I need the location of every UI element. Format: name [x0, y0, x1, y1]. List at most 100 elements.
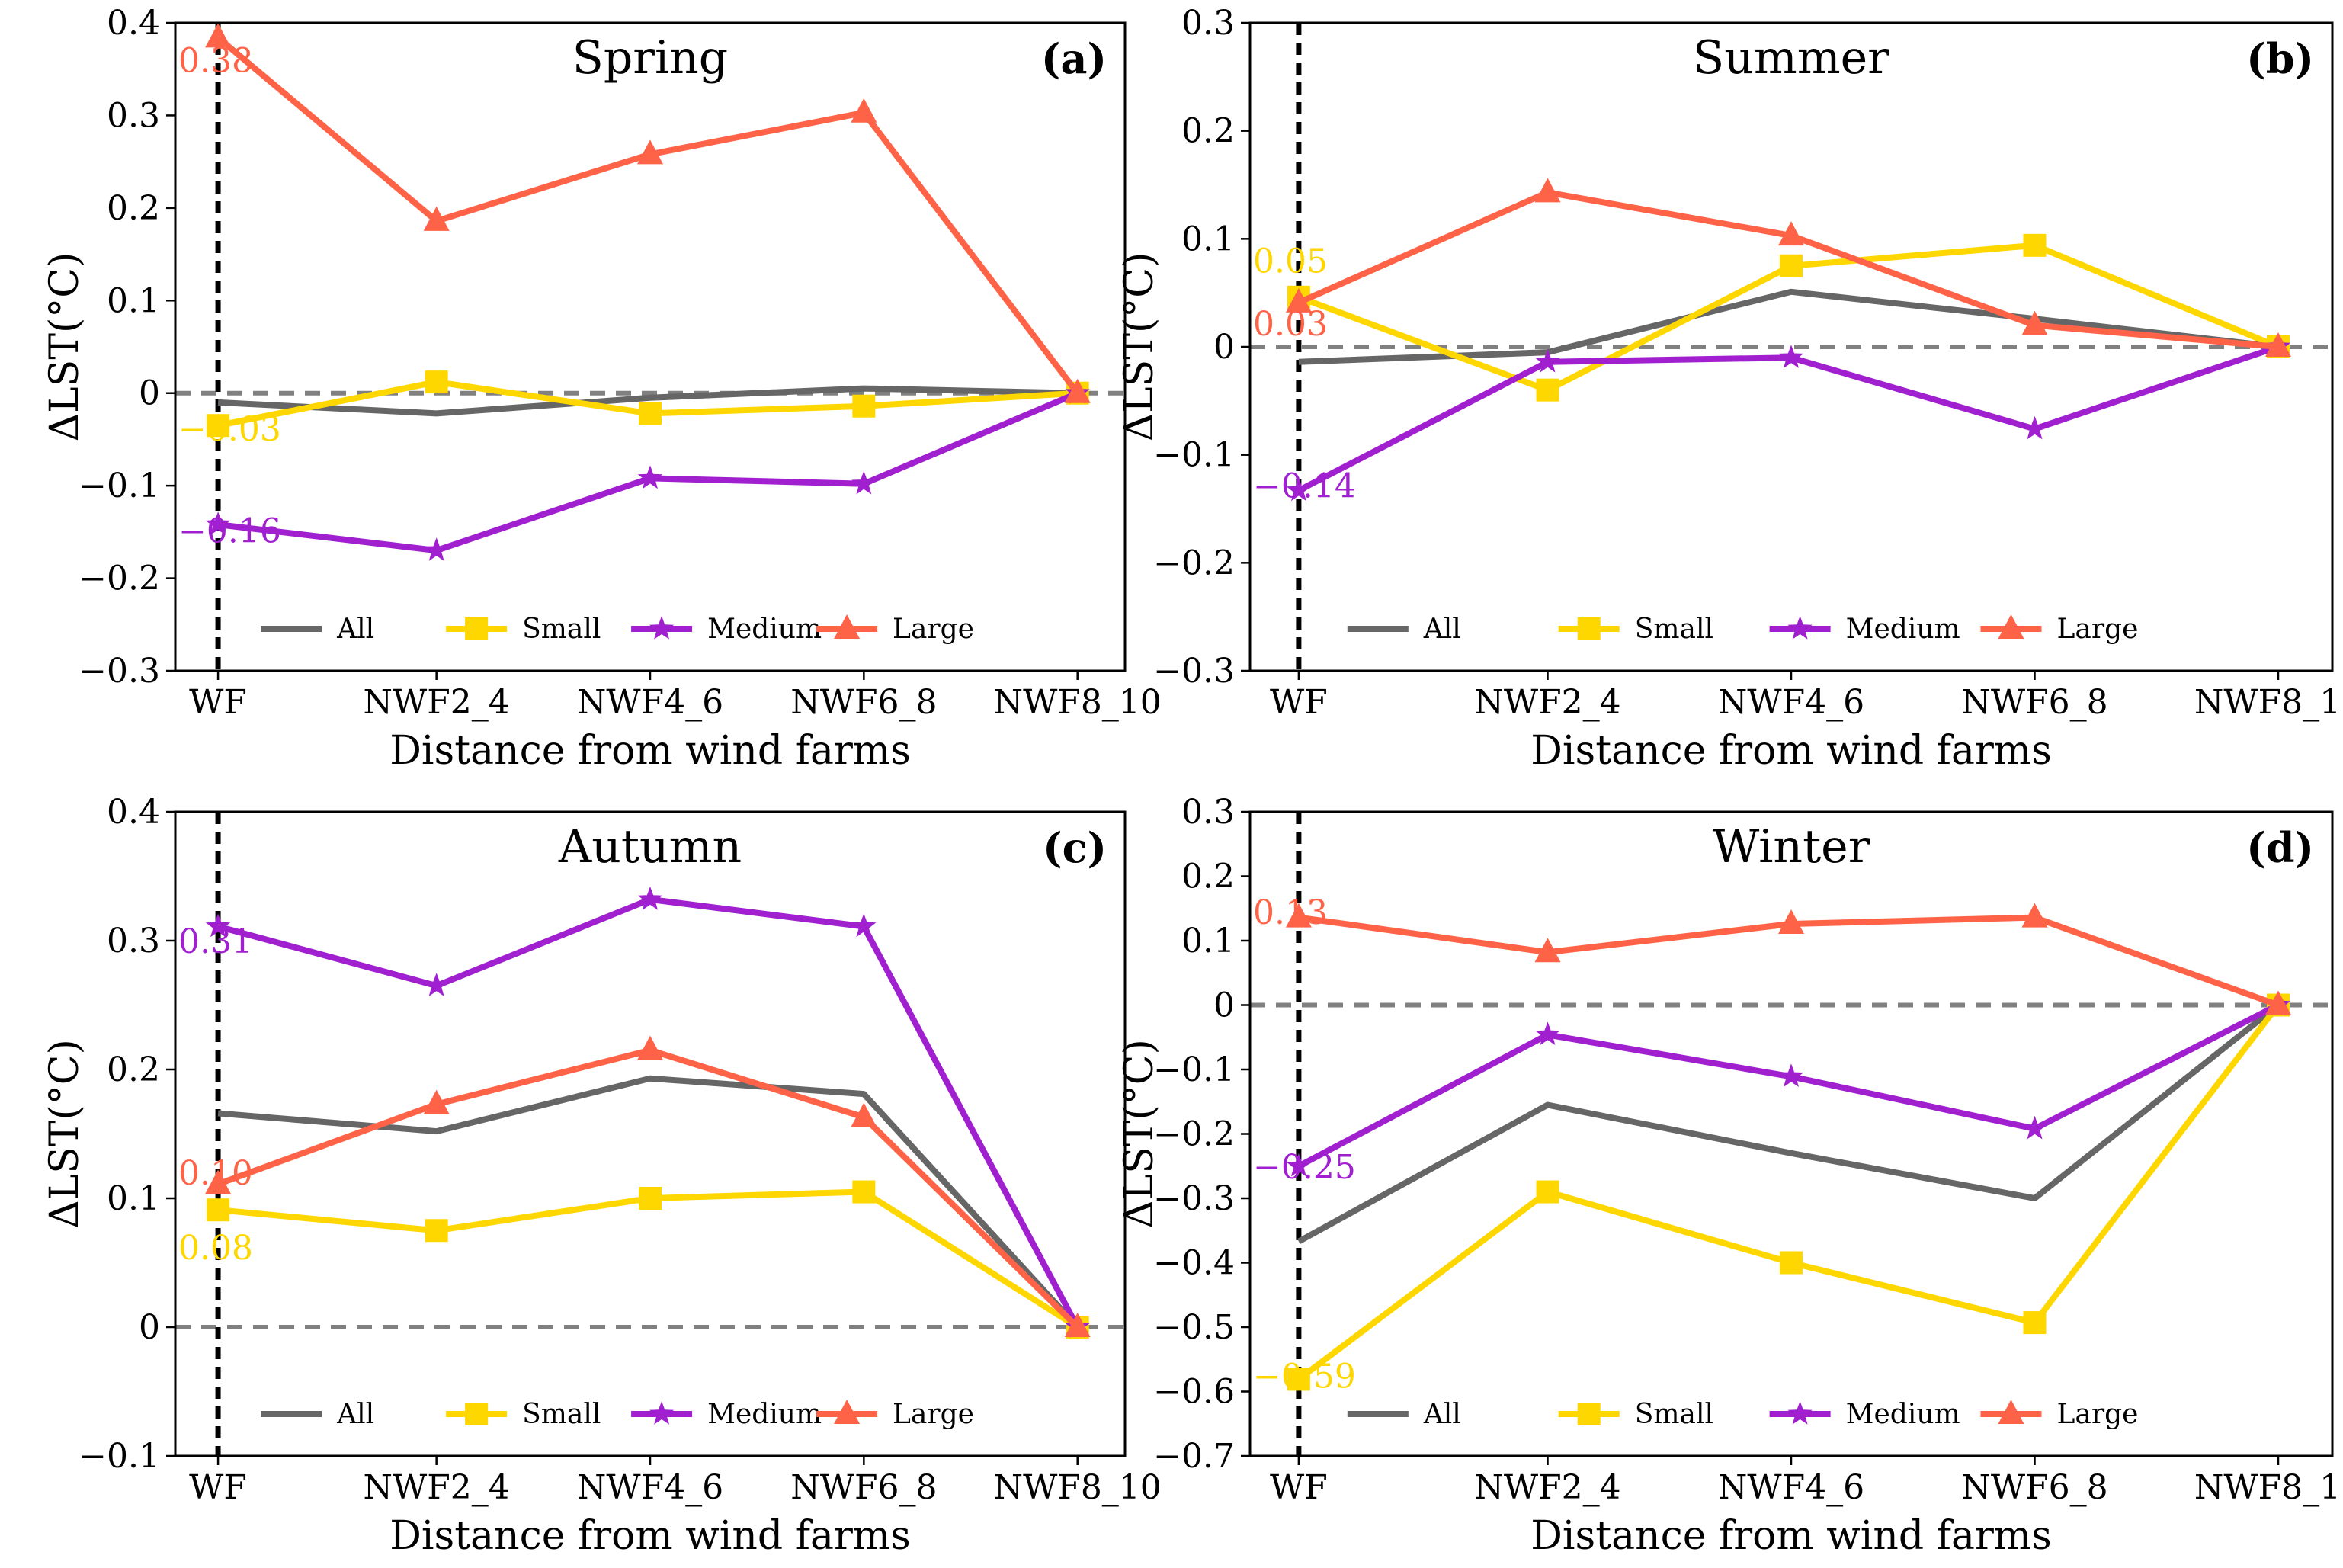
annotation-label: 0.13	[1253, 893, 1328, 932]
y-tick-label: 0.1	[107, 281, 160, 320]
x-tick-label: NWF2_4	[364, 683, 510, 722]
data-point-large	[2021, 310, 2048, 335]
annotation-label: −0.16	[178, 511, 281, 550]
plot-frame	[174, 810, 1127, 1457]
annotation-label: 0.08	[178, 1229, 253, 1268]
y-tick-label: 0.2	[107, 1050, 160, 1089]
data-point-large	[205, 23, 232, 48]
data-point-large	[637, 1035, 663, 1060]
data-point-medium	[205, 511, 231, 535]
x-tick-label: NWF4_6	[577, 683, 723, 722]
data-point-medium	[205, 913, 231, 938]
data-point-large	[2021, 903, 2048, 928]
series-line-small	[217, 1188, 1079, 1330]
data-point-medium	[1778, 1063, 1804, 1087]
y-tick-label: −0.3	[1153, 1179, 1235, 1218]
data-point-small	[1780, 254, 1803, 277]
x-axis-title: Distance from wind farms	[1530, 1513, 2052, 1559]
annotation-label: −0.03	[178, 410, 281, 449]
x-tick-label: NWF8_10	[994, 1468, 1162, 1507]
series-line-medium	[1297, 344, 2280, 493]
legend: All Small Medium Large	[1347, 1399, 2139, 1430]
y-tick-label: −0.1	[1153, 1050, 1235, 1089]
legend: All Small Medium Large	[261, 614, 974, 645]
data-point-large	[2265, 990, 2291, 1015]
data-point-medium	[1535, 348, 1560, 373]
legend-label-medium: Medium	[1846, 1399, 1960, 1430]
data-point-medium	[424, 537, 449, 561]
legend-marker-large	[1998, 614, 2024, 639]
y-tick-label: 0.3	[107, 96, 160, 135]
data-point-small	[207, 1198, 230, 1222]
legend-marker-large	[834, 1400, 861, 1424]
legend-marker-small	[465, 1403, 489, 1425]
panel-letter: (d)	[2246, 823, 2314, 872]
y-tick-label: −0.2	[79, 560, 160, 598]
y-tick-label: 0	[139, 1308, 160, 1347]
series-line-medium	[1297, 1002, 2280, 1169]
y-axis-title: ΔLST(°C)	[42, 252, 88, 442]
x-tick-label: NWF4_6	[577, 1468, 723, 1507]
legend-label-all: All	[1423, 1399, 1461, 1430]
legend-label-large: Large	[893, 614, 974, 645]
legend-label-all: All	[1423, 614, 1461, 645]
data-point-small	[852, 394, 876, 418]
panel-letter: (a)	[1041, 34, 1107, 83]
data-point-large	[1778, 221, 1804, 246]
plot-frame	[1248, 21, 2334, 672]
x-tick-label: WF	[1270, 1468, 1328, 1507]
data-point-small	[2023, 1311, 2047, 1335]
y-tick-label: 0.2	[1181, 112, 1235, 151]
data-point-large	[637, 139, 663, 165]
x-tick-label: NWF8_10	[2194, 1468, 2343, 1507]
series-line-all	[217, 385, 1078, 417]
legend: All Small Medium Large	[1347, 614, 2138, 645]
data-point-large	[2265, 332, 2291, 357]
annotation-label: −0.25	[1253, 1148, 1356, 1187]
legend-label-all: All	[336, 1399, 374, 1430]
plot-frame	[1248, 810, 2334, 1457]
x-tick-label: NWF2_4	[1474, 1468, 1620, 1507]
series-line-all	[1297, 1002, 2280, 1245]
data-point-medium	[2022, 415, 2047, 440]
series-line-all	[217, 1075, 1080, 1329]
data-point-medium	[1535, 1021, 1560, 1046]
y-tick-label: 0.1	[1181, 922, 1235, 960]
data-point-small	[425, 1219, 448, 1243]
y-axis-title: ΔLST(°C)	[1117, 1039, 1162, 1229]
y-axis-title: ΔLST(°C)	[1117, 252, 1162, 442]
x-axis-title: Distance from wind farms	[1530, 728, 2052, 774]
series-line-medium	[217, 896, 1081, 1329]
y-tick-label: 0.4	[107, 4, 160, 43]
x-tick-label: WF	[1270, 683, 1328, 722]
data-point-medium	[1286, 477, 1312, 502]
legend-label-large: Large	[893, 1399, 974, 1430]
y-tick-label: −0.2	[1153, 544, 1235, 582]
y-axis-title: ΔLST(°C)	[42, 1039, 88, 1229]
panel-letter: (c)	[1043, 823, 1107, 872]
legend-marker-medium	[1787, 616, 1813, 640]
legend-label-small: Small	[1635, 614, 1713, 645]
data-point-medium	[851, 913, 877, 938]
legend-label-small: Small	[522, 614, 601, 645]
x-tick-label: NWF2_4	[364, 1468, 510, 1507]
y-tick-label: 0.4	[107, 793, 160, 832]
x-tick-label: NWF6_8	[1961, 683, 2107, 722]
data-point-large	[423, 1089, 450, 1114]
legend-marker-medium	[649, 1401, 675, 1425]
legend-label-large: Large	[2057, 1399, 2139, 1430]
x-tick-label: NWF8_10	[994, 683, 1162, 722]
panel-title: Spring	[572, 31, 728, 85]
legend-marker-medium	[1787, 1401, 1813, 1425]
data-point-small	[1536, 378, 1559, 402]
annotation-label: −0.59	[1253, 1357, 1356, 1396]
data-point-small	[425, 370, 448, 394]
y-tick-label: −0.1	[1153, 436, 1235, 475]
panel-summer: −0.3 −0.2 −0.1 0 0.1 0.2 0.3 WF NWF2_4 NWF4_6 NWF6…	[1117, 4, 2343, 774]
legend-marker-large	[834, 614, 861, 639]
y-tick-label: 0.3	[1181, 793, 1235, 832]
annotation-label: −0.14	[1253, 467, 1356, 505]
y-tick-label: −0.5	[1153, 1308, 1235, 1347]
x-tick-label: NWF4_6	[1718, 1468, 1864, 1507]
